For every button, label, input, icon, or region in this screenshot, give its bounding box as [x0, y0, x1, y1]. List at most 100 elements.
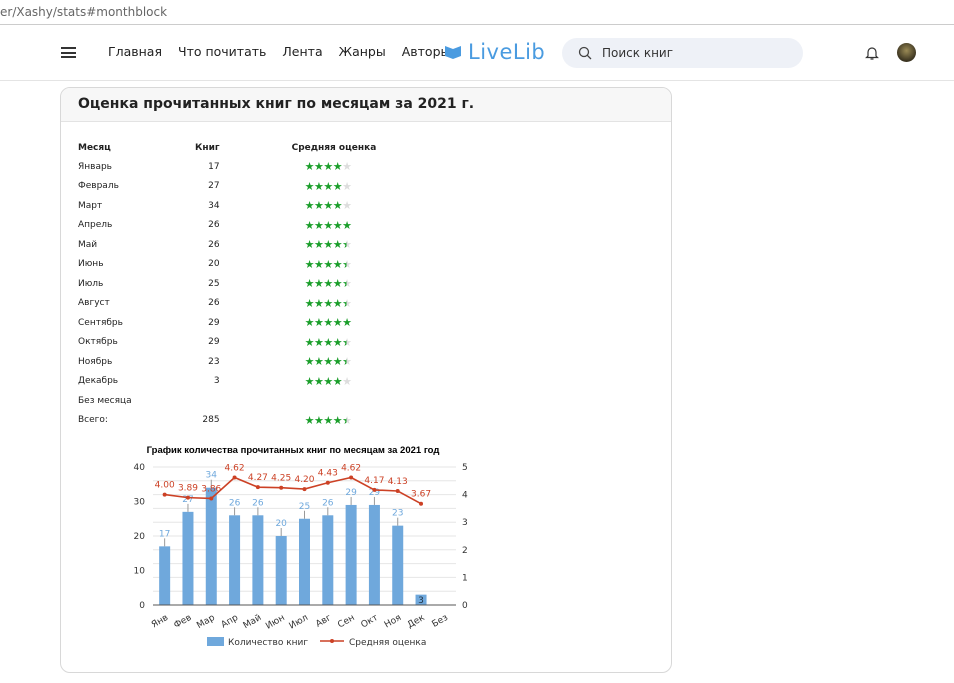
month-table: Месяц Книг Средняя оценка Январь 17 ★★★★★ Ф…: [78, 143, 376, 430]
x-tick: Окт: [360, 613, 380, 631]
star-full-icon: ★: [323, 413, 333, 427]
x-tick: Без: [431, 613, 450, 630]
month-name: Июль: [78, 278, 104, 289]
search-input[interactable]: Поиск книг: [562, 38, 803, 68]
nav-link[interactable]: Жанры: [338, 44, 386, 59]
legend-line-dot: [330, 639, 334, 643]
logo[interactable]: LiveLib: [444, 40, 545, 64]
star-empty-icon: ★: [342, 374, 352, 388]
table-row: Всего: 285 ★★★★★: [78, 411, 376, 431]
line-label: 4.25: [271, 474, 291, 484]
rating-stars: ★★★★★: [220, 216, 377, 236]
bar: [159, 546, 171, 605]
month-name: Без месяца: [78, 395, 132, 406]
table-row: Январь 17 ★★★★★: [78, 157, 376, 177]
month-name: Апрель: [78, 220, 113, 231]
table-row: Октябрь 29 ★★★★★: [78, 333, 376, 353]
nav-link[interactable]: Главная: [108, 44, 162, 59]
rating-stars: ★★★★★: [220, 274, 377, 294]
star-full-icon: ★: [332, 218, 343, 232]
bar: [368, 504, 380, 605]
x-tick: Ноя: [383, 613, 403, 631]
nav-link[interactable]: Авторы: [401, 44, 451, 59]
star-full-icon: ★: [304, 413, 315, 427]
x-tick: Дек: [406, 613, 427, 631]
line-label: 4.62: [341, 463, 361, 473]
star-full-icon: ★: [304, 179, 315, 193]
star-empty-icon: ★: [342, 179, 352, 193]
line-point: [279, 485, 284, 490]
star-full-icon: ★: [304, 296, 315, 310]
bar: [322, 515, 334, 605]
y-left-tick: 10: [134, 567, 146, 577]
main-menu: Главная Что почитать Лента Жанры Авторы: [108, 44, 450, 59]
line-point: [372, 487, 377, 492]
bar-label: 26: [252, 498, 264, 508]
star-full-icon: ★: [304, 218, 315, 232]
y-left-tick: 0: [139, 601, 145, 611]
menu-icon[interactable]: [61, 47, 76, 58]
avatar[interactable]: [897, 43, 916, 62]
rating-stars: ★★★★★: [220, 235, 377, 255]
line-label: 3.86: [201, 484, 221, 494]
star-full-icon: ★: [313, 238, 324, 252]
bar: [415, 594, 427, 605]
star-full-icon: ★: [313, 296, 324, 310]
month-name: Январь: [78, 161, 112, 172]
x-tick: Сен: [336, 613, 356, 631]
star-full-icon: ★: [313, 335, 324, 349]
logo-text: LiveLib: [468, 40, 546, 64]
address-bar[interactable]: er/Xashy/stats#monthblock: [0, 0, 954, 25]
month-name: Март: [78, 200, 103, 211]
line-label: 4.20: [294, 475, 314, 485]
month-name: Июнь: [78, 259, 104, 270]
bar-label: 29: [369, 488, 381, 498]
star-full-icon: ★: [332, 257, 343, 271]
bar: [252, 515, 264, 605]
line-point: [419, 501, 424, 506]
star-full-icon: ★: [323, 374, 333, 388]
book-count: 29: [208, 317, 220, 328]
book-count: 23: [208, 356, 220, 367]
bell-icon[interactable]: [865, 45, 879, 61]
table-row: Декабрь 3 ★★★★★: [78, 372, 376, 392]
book-count: 3: [213, 376, 220, 387]
month-name: Февраль: [78, 181, 119, 192]
line-point: [232, 475, 237, 480]
chart-title: График количества прочитанных книг по ме…: [147, 445, 440, 456]
star-full-icon: ★: [332, 355, 343, 369]
line-point: [302, 487, 307, 492]
star-full-icon: ★: [332, 179, 343, 193]
star-full-icon: ★: [304, 355, 315, 369]
nav-link[interactable]: Что почитать: [178, 44, 267, 59]
star-full-icon: ★: [304, 257, 315, 271]
star-full-icon: ★: [332, 199, 343, 213]
book-count: 26: [208, 220, 220, 231]
book-count: 20: [208, 259, 220, 270]
rating-stars: ★★★★★: [220, 352, 377, 372]
line-label: 4.27: [248, 473, 268, 483]
search-placeholder: Поиск книг: [602, 46, 674, 60]
legend-bars: Количество книг: [228, 638, 308, 648]
rating-stars: ★★★★★: [220, 411, 377, 431]
line-point: [349, 475, 354, 480]
line-point: [395, 489, 400, 494]
legend-bar-swatch: [207, 637, 224, 646]
bar-label: 25: [299, 502, 310, 512]
month-name: Всего:: [78, 415, 108, 426]
line-point: [325, 480, 330, 485]
month-name: Август: [78, 298, 110, 309]
x-tick: Мар: [195, 613, 217, 631]
star-full-icon: ★: [304, 277, 315, 291]
bar-label: 26: [229, 498, 241, 508]
bar: [205, 487, 217, 605]
star-full-icon: ★: [313, 316, 324, 330]
bar-label: 17: [159, 529, 170, 539]
star-full-icon: ★: [332, 413, 343, 427]
x-tick: Апр: [220, 613, 241, 631]
star-full-icon: ★: [323, 179, 333, 193]
star-half-icon: ★: [342, 335, 352, 349]
nav-link[interactable]: Лента: [282, 44, 323, 59]
bar-label: 26: [322, 498, 334, 508]
bar: [392, 525, 404, 605]
